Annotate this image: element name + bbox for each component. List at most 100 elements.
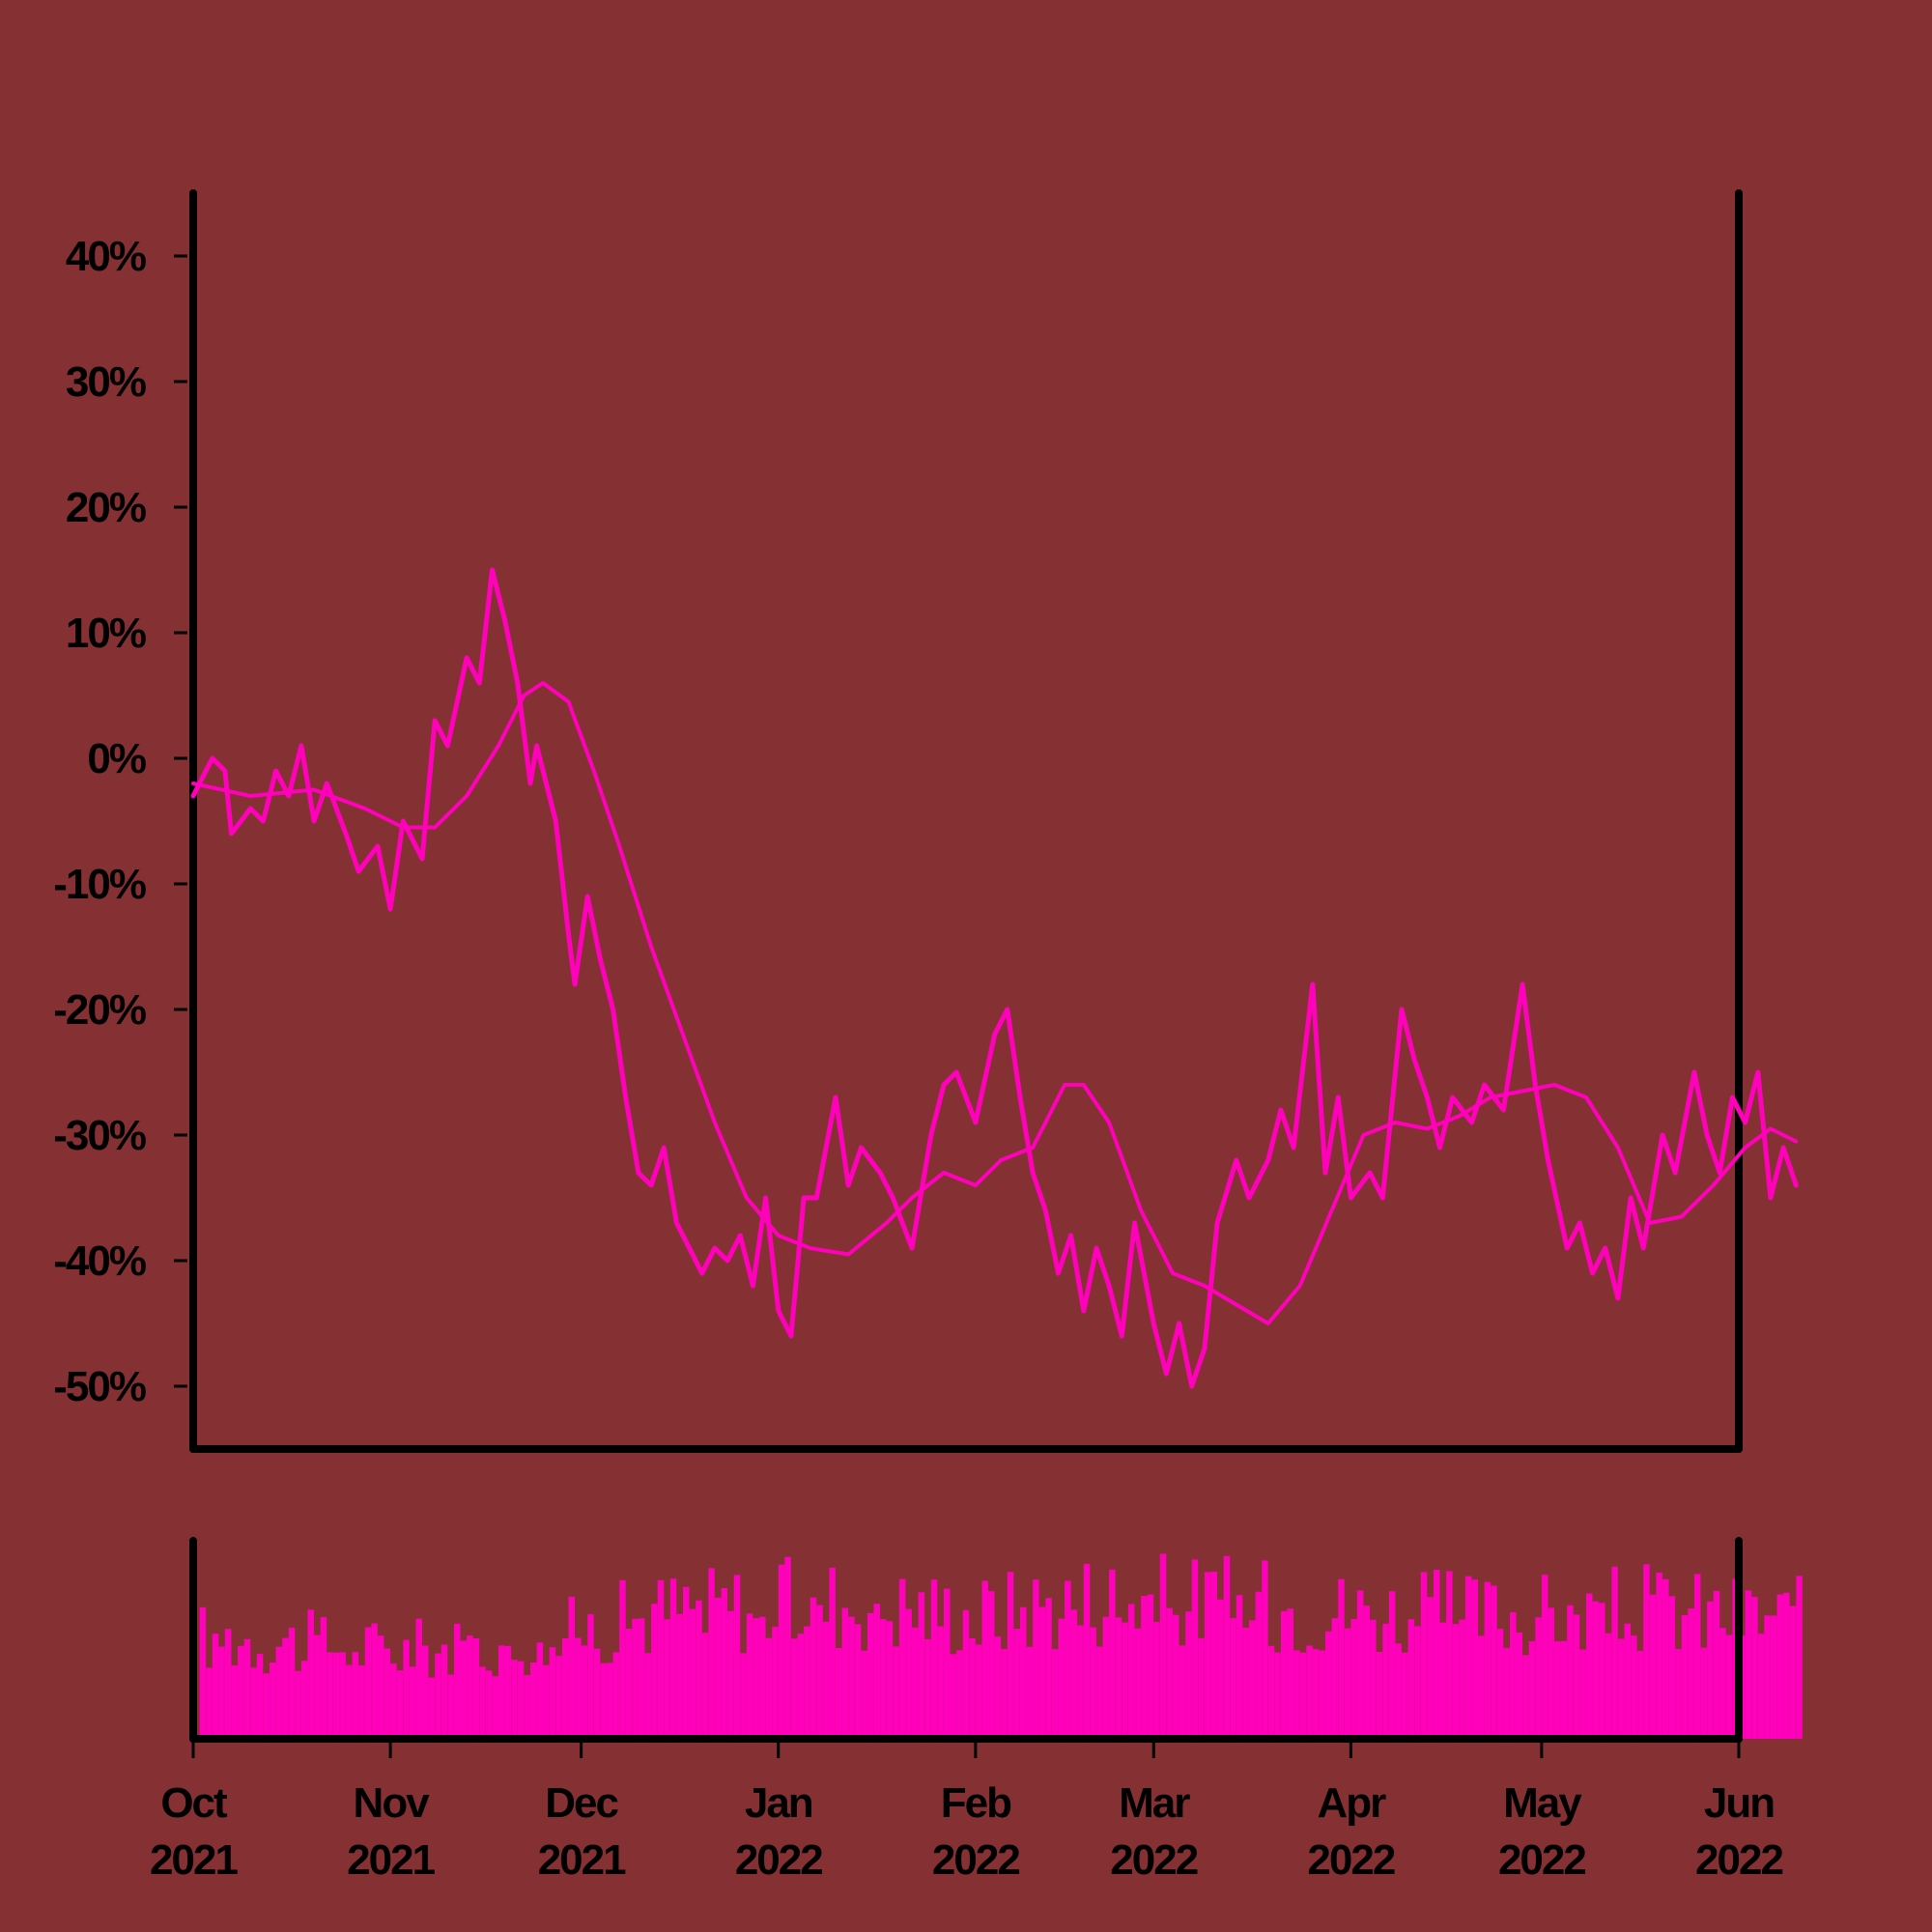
x-tick-month-label: Nov (354, 1779, 431, 1827)
volume-bar (1083, 1563, 1091, 1739)
volume-bar (867, 1612, 874, 1739)
volume-bar (307, 1609, 314, 1739)
volume-bar (1280, 1610, 1288, 1739)
volume-bar (981, 1580, 988, 1739)
volume-bar (1198, 1637, 1205, 1739)
volume-bar (1325, 1631, 1332, 1739)
x-tick-year-label: 2022 (735, 1836, 822, 1884)
volume-bar (1350, 1619, 1357, 1739)
volume-bar (804, 1626, 810, 1739)
volume-bar (918, 1592, 925, 1739)
volume-bar (1051, 1649, 1059, 1739)
volume-bar (238, 1645, 244, 1739)
volume-bar (994, 1636, 1002, 1739)
volume-bar (790, 1638, 798, 1739)
y-tick-label: -40% (53, 1237, 146, 1285)
volume-bar (1370, 1619, 1377, 1739)
x-tick-year-label: 2021 (538, 1836, 626, 1884)
volume-bar (1491, 1585, 1497, 1739)
volume-bar (1586, 1593, 1593, 1739)
volume-bar (975, 1644, 982, 1739)
x-tick-month-label: Jan (745, 1779, 812, 1827)
volume-bar (1554, 1641, 1561, 1739)
volume-bar (632, 1618, 639, 1739)
volume-bar (327, 1652, 333, 1739)
x-tick-month-label: Oct (160, 1779, 228, 1827)
volume-bar (1065, 1580, 1071, 1739)
volume-bar (415, 1618, 422, 1739)
volume-bar (1363, 1605, 1370, 1739)
volume-bar (1033, 1579, 1039, 1739)
volume-bar (714, 1597, 722, 1739)
volume-bar (1745, 1590, 1752, 1739)
volume-bar (1262, 1560, 1268, 1739)
volume-bar (1102, 1616, 1110, 1739)
volume-bar (1751, 1597, 1758, 1739)
volume-bar (733, 1575, 741, 1739)
volume-bar (1471, 1579, 1478, 1739)
volume-bar (1783, 1592, 1790, 1739)
x-tick-year-label: 2021 (150, 1836, 238, 1884)
y-tick-label: -50% (53, 1363, 146, 1410)
x-tick-year-label: 2022 (1307, 1836, 1394, 1884)
y-tick-label: -30% (53, 1112, 146, 1159)
volume-bar (676, 1613, 683, 1739)
volume-bar (403, 1639, 410, 1739)
volume-bar (1688, 1608, 1694, 1739)
volume-bar (1013, 1629, 1020, 1739)
volume-bar (683, 1586, 690, 1739)
volume-bar (1510, 1611, 1517, 1739)
volume-bar (530, 1662, 537, 1739)
volume-bar (1299, 1652, 1307, 1739)
volume-bar (549, 1647, 556, 1739)
volume-bar (1122, 1622, 1128, 1739)
volume-bar (1789, 1605, 1797, 1739)
volume-bar (1020, 1606, 1027, 1739)
volume-bar (1434, 1570, 1440, 1739)
volume-bar (1649, 1594, 1657, 1739)
volume-bar (778, 1564, 785, 1739)
volume-bar (1681, 1615, 1689, 1739)
volume-bar (1516, 1632, 1522, 1739)
volume-bar (1356, 1590, 1364, 1739)
volume-bar (275, 1646, 283, 1739)
volume-bar (1185, 1611, 1192, 1739)
volume-bar (753, 1618, 759, 1739)
x-tick-year-label: 2022 (1110, 1836, 1197, 1884)
volume-bar (644, 1653, 651, 1739)
volume-bar (409, 1666, 416, 1739)
volume-bar (1757, 1634, 1765, 1739)
volume-bar (1573, 1614, 1580, 1739)
volume-bar (555, 1656, 562, 1739)
volume-bar (1058, 1618, 1065, 1739)
volume-bar (1204, 1572, 1211, 1739)
volume-bar (836, 1648, 842, 1739)
volume-bar (364, 1627, 372, 1739)
volume-bar (593, 1648, 601, 1739)
volume-bar (689, 1608, 696, 1739)
volume-bar (282, 1637, 289, 1739)
volume-bar (300, 1661, 308, 1739)
volume-bar (1459, 1619, 1465, 1739)
volume-bar (1407, 1619, 1415, 1739)
volume-bar (1306, 1645, 1313, 1739)
volume-bar (1439, 1622, 1446, 1739)
y-tick-label: -20% (53, 986, 146, 1034)
volume-bar (206, 1667, 213, 1739)
volume-bar (893, 1646, 899, 1739)
x-tick-year-label: 2022 (932, 1836, 1019, 1884)
volume-bar (517, 1661, 525, 1739)
volume-bar (1713, 1590, 1720, 1739)
volume-bar (447, 1674, 454, 1739)
volume-bar (1464, 1576, 1472, 1739)
volume-bar (1166, 1607, 1173, 1739)
volume-bar (1007, 1572, 1014, 1739)
x-tick-month-label: Dec (545, 1779, 618, 1827)
volume-bar (1567, 1605, 1574, 1739)
volume-bar (1038, 1606, 1046, 1739)
volume-bar (1026, 1646, 1034, 1739)
volume-bar (1070, 1609, 1078, 1739)
volume-bar (988, 1591, 995, 1739)
volume-bar (848, 1616, 855, 1739)
